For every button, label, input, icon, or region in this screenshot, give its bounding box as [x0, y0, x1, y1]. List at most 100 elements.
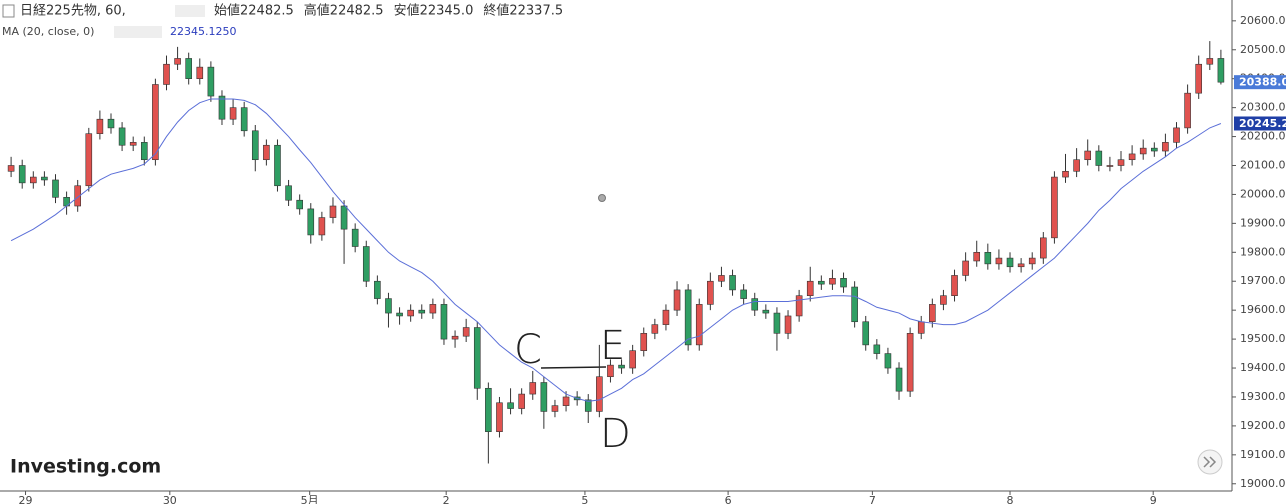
candle-body — [518, 393, 525, 409]
candle-body — [1151, 147, 1158, 152]
candle-body — [85, 133, 93, 187]
candle-body — [795, 295, 803, 317]
candle-body — [729, 275, 736, 291]
candle-body — [207, 66, 215, 97]
x-tick-label: 6 — [725, 494, 732, 504]
cursor-dot — [598, 194, 606, 202]
candle-body — [562, 396, 570, 406]
y-tick-label: 19200.0 — [1240, 419, 1286, 432]
x-tick-label: 29 — [19, 494, 33, 504]
symbol: 日経225先物, 60, — [20, 4, 126, 19]
candle-body — [1117, 159, 1125, 166]
price-tag-label: 20388.0 — [1239, 76, 1286, 89]
candle-body — [129, 142, 137, 146]
candle-body — [751, 298, 759, 311]
candle-body — [385, 298, 392, 314]
candle-body — [1184, 92, 1191, 129]
candle-body — [41, 176, 48, 181]
y-tick-label: 20500.0 — [1240, 43, 1286, 56]
candle-body — [307, 208, 315, 236]
candle-body — [52, 179, 59, 198]
price-tag — [1234, 116, 1286, 131]
candle-body — [96, 118, 104, 134]
candle-body — [429, 304, 437, 314]
candle-body — [940, 295, 947, 305]
candle-body — [773, 312, 781, 334]
candle-body — [995, 257, 1003, 265]
candle-body — [806, 280, 814, 296]
y-tick-label: 19300.0 — [1240, 390, 1286, 403]
candle-body — [174, 58, 181, 65]
candle-body — [1051, 176, 1058, 239]
candle-body — [74, 185, 81, 207]
candle-body — [1006, 257, 1014, 268]
x-tick-label: 5 — [581, 494, 588, 504]
candle-body — [1217, 58, 1225, 83]
candle-body — [218, 95, 226, 120]
x-tick-label: 2 — [443, 494, 450, 504]
candle-body — [651, 324, 659, 334]
indicator-buttons[interactable] — [114, 26, 162, 38]
candle-body — [1173, 127, 1180, 143]
candle-body — [462, 327, 470, 337]
candle-body — [862, 321, 870, 346]
candle-body — [29, 176, 37, 184]
candle-body — [906, 333, 914, 392]
quote-value: 22337.5 — [509, 4, 563, 19]
quote-label: 高値 — [304, 3, 330, 19]
y-tick-label: 20000.0 — [1240, 187, 1286, 200]
candle-body — [1084, 150, 1092, 161]
y-tick-label: 19500.0 — [1240, 332, 1286, 345]
candle-body — [1195, 63, 1203, 94]
candle-body — [740, 289, 747, 299]
candle-body — [607, 364, 614, 378]
candle-body — [1062, 170, 1069, 178]
y-tick-label: 19600.0 — [1240, 303, 1286, 316]
candle-body — [984, 251, 992, 265]
candle-body — [329, 205, 337, 218]
candle-body — [540, 382, 548, 412]
indicator-value: 22345.1250 — [170, 25, 236, 38]
candle-body — [140, 142, 148, 161]
candle-body — [107, 118, 115, 129]
candle-body — [584, 399, 592, 412]
candle-body — [840, 278, 847, 288]
candle-body — [163, 63, 170, 85]
scroll-icon[interactable] — [1203, 456, 1217, 468]
indicator-label: MA (20, close, 0) — [2, 25, 94, 38]
y-tick-label: 19100.0 — [1240, 448, 1286, 461]
candle-body — [7, 165, 15, 172]
candle-body — [507, 402, 514, 409]
y-tick-label: 20600.0 — [1240, 14, 1286, 27]
candle-body — [629, 350, 636, 369]
candle-body — [185, 58, 192, 79]
x-tick-label: 30 — [163, 494, 177, 504]
candle-body — [695, 304, 703, 346]
candle-body — [496, 402, 503, 432]
candle-body — [784, 315, 792, 334]
candle-body — [829, 278, 836, 285]
candle-body — [118, 127, 126, 146]
candle-body — [18, 165, 26, 184]
candle-body — [485, 387, 492, 432]
candle-body — [662, 309, 670, 325]
quote-label: 安値 — [394, 3, 420, 19]
candle-body — [618, 364, 625, 369]
candle-body — [707, 280, 714, 305]
candle-body — [473, 327, 481, 389]
candle-body — [263, 144, 270, 161]
candle-body — [229, 107, 237, 120]
y-tick-label: 20300.0 — [1240, 101, 1286, 114]
candle-body — [973, 251, 981, 262]
candle-body — [418, 309, 426, 314]
candle-body — [296, 199, 303, 210]
watermark: Investing.com — [10, 456, 161, 478]
header-buttons[interactable] — [175, 5, 205, 17]
quote-value: 22345.0 — [420, 4, 474, 19]
candle-body — [451, 335, 459, 340]
candle-body — [818, 280, 825, 285]
quote-value: 22482.5 — [330, 4, 384, 19]
candle-body — [1206, 58, 1214, 65]
